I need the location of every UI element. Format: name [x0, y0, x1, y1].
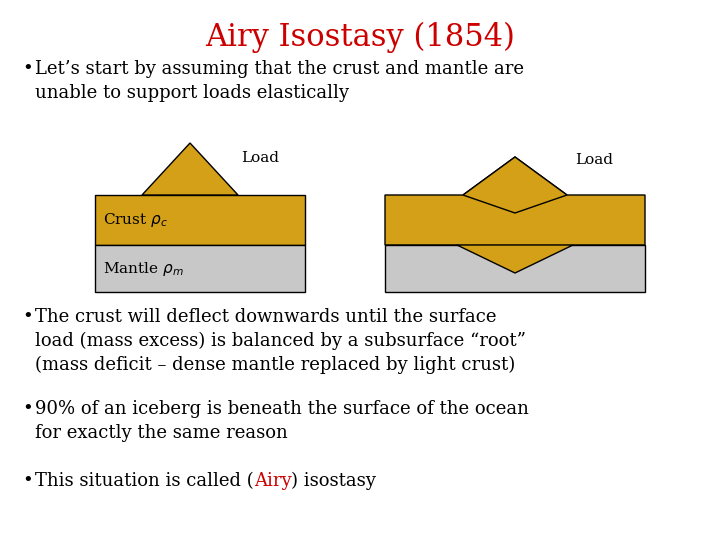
Text: 90% of an iceberg is beneath the surface of the ocean
for exactly the same reaso: 90% of an iceberg is beneath the surface…	[35, 400, 529, 442]
Text: •: •	[22, 472, 32, 490]
Text: •: •	[22, 400, 32, 418]
Text: This situation is called (: This situation is called (	[35, 472, 253, 490]
Text: The crust will deflect downwards until the surface
load (mass excess) is balance: The crust will deflect downwards until t…	[35, 308, 526, 374]
Text: Airy Isostasy (1854): Airy Isostasy (1854)	[205, 22, 515, 53]
Bar	[385, 245, 645, 292]
Text: •: •	[22, 308, 32, 326]
Text: Mantle $\rho_m$: Mantle $\rho_m$	[103, 260, 184, 278]
Text: Load: Load	[241, 151, 279, 165]
Text: Airy: Airy	[253, 472, 292, 490]
Text: ) isostasy: ) isostasy	[292, 472, 377, 490]
Text: Crust $\rho_c$: Crust $\rho_c$	[103, 211, 168, 229]
Polygon shape	[463, 157, 567, 213]
Bar	[95, 195, 305, 245]
Text: •: •	[22, 60, 32, 78]
Bar	[95, 245, 305, 292]
Text: Load: Load	[575, 153, 613, 167]
Polygon shape	[457, 245, 573, 273]
Text: Let’s start by assuming that the crust and mantle are
unable to support loads el: Let’s start by assuming that the crust a…	[35, 60, 524, 102]
Polygon shape	[142, 143, 238, 195]
Polygon shape	[385, 157, 645, 273]
